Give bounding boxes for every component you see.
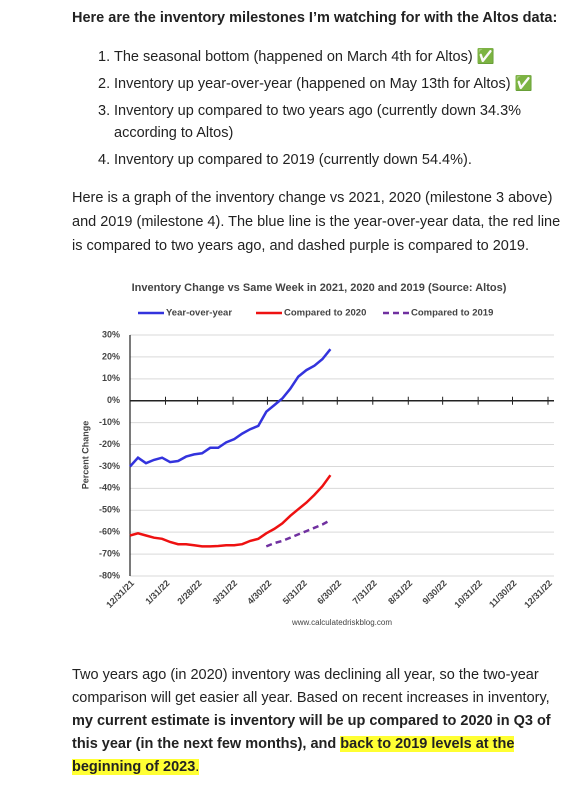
- x-tick-label: 2/28/22: [175, 578, 203, 606]
- list-text: The seasonal bottom (happened on March 4…: [114, 49, 495, 65]
- y-axis-label: Percent Change: [80, 421, 90, 490]
- x-tick-label: 8/31/22: [386, 578, 414, 606]
- y-tick-label: -60%: [99, 527, 120, 537]
- x-tick-label: 10/31/22: [452, 578, 484, 610]
- list-text: Inventory up year-over-year (happened on…: [114, 76, 533, 92]
- x-tick-label: 11/30/22: [487, 578, 518, 609]
- chart-title: Inventory Change vs Same Week in 2021, 2…: [132, 282, 507, 294]
- y-tick-label: -40%: [99, 483, 120, 493]
- closing-paragraph: Two years ago (in 2020) inventory was de…: [72, 664, 562, 779]
- list-marker: 4.: [98, 152, 111, 168]
- x-tick-label: 7/31/22: [351, 578, 379, 606]
- list-item: 3. Inventory up compared to two years ago…: [98, 100, 558, 144]
- paragraph: Here is a graph of the inventory change …: [72, 190, 561, 254]
- x-tick-label: 1/31/22: [143, 578, 171, 606]
- y-tick-label: 0%: [107, 395, 120, 405]
- x-tick-label: 12/31/22: [522, 578, 554, 610]
- milestone-list: 1. The seasonal bottom (happened on March…: [98, 46, 558, 176]
- list-marker: 3.: [98, 103, 111, 119]
- x-tick-label: 5/31/22: [281, 578, 309, 606]
- list-item: 1. The seasonal bottom (happened on March…: [98, 46, 558, 68]
- series-line: [265, 519, 332, 548]
- list-marker: 1.: [98, 49, 111, 65]
- series-line: [129, 474, 332, 548]
- y-tick-label: -10%: [99, 417, 120, 427]
- y-tick-label: 30%: [102, 329, 120, 339]
- list-item: 4. Inventory up compared to 2019 (current…: [98, 149, 558, 171]
- list-text: Inventory up compared to two years ago (…: [114, 103, 522, 141]
- y-tick-label: 10%: [102, 373, 120, 383]
- legend-label: Year-over-year: [166, 308, 232, 319]
- x-tick-label: 4/30/22: [245, 578, 273, 606]
- text-run: Two years ago (in 2020) inventory was de…: [72, 667, 550, 706]
- list-marker: 2.: [98, 76, 111, 92]
- list-item: 2. Inventory up year-over-year (happened …: [98, 73, 558, 95]
- x-tick-label: 6/30/22: [315, 578, 343, 606]
- y-tick-label: -20%: [99, 439, 120, 449]
- source-note: www.calculatedriskblog.com: [291, 618, 392, 627]
- heading: Here are the inventory milestones I’m wa…: [72, 10, 558, 26]
- legend-label: Compared to 2019: [411, 308, 493, 319]
- legend-label: Compared to 2020: [284, 308, 366, 319]
- x-tick-label: 9/30/22: [420, 578, 448, 606]
- x-tick-label: 3/31/22: [211, 578, 239, 606]
- y-tick-label: 20%: [102, 351, 120, 361]
- x-tick-label: 12/31/21: [104, 578, 136, 610]
- y-tick-label: -80%: [99, 570, 120, 580]
- series-line: [129, 348, 332, 468]
- bold-run: my current estimate is inventory will be…: [72, 713, 551, 752]
- y-tick-label: -70%: [99, 548, 120, 558]
- chart: Inventory Change vs Same Week in 2021, 2…: [80, 282, 554, 627]
- y-tick-label: -50%: [99, 505, 120, 515]
- list-text: Inventory up compared to 2019 (currently…: [114, 152, 472, 168]
- y-tick-label: -30%: [99, 461, 120, 471]
- highlighted-run: .: [195, 759, 200, 775]
